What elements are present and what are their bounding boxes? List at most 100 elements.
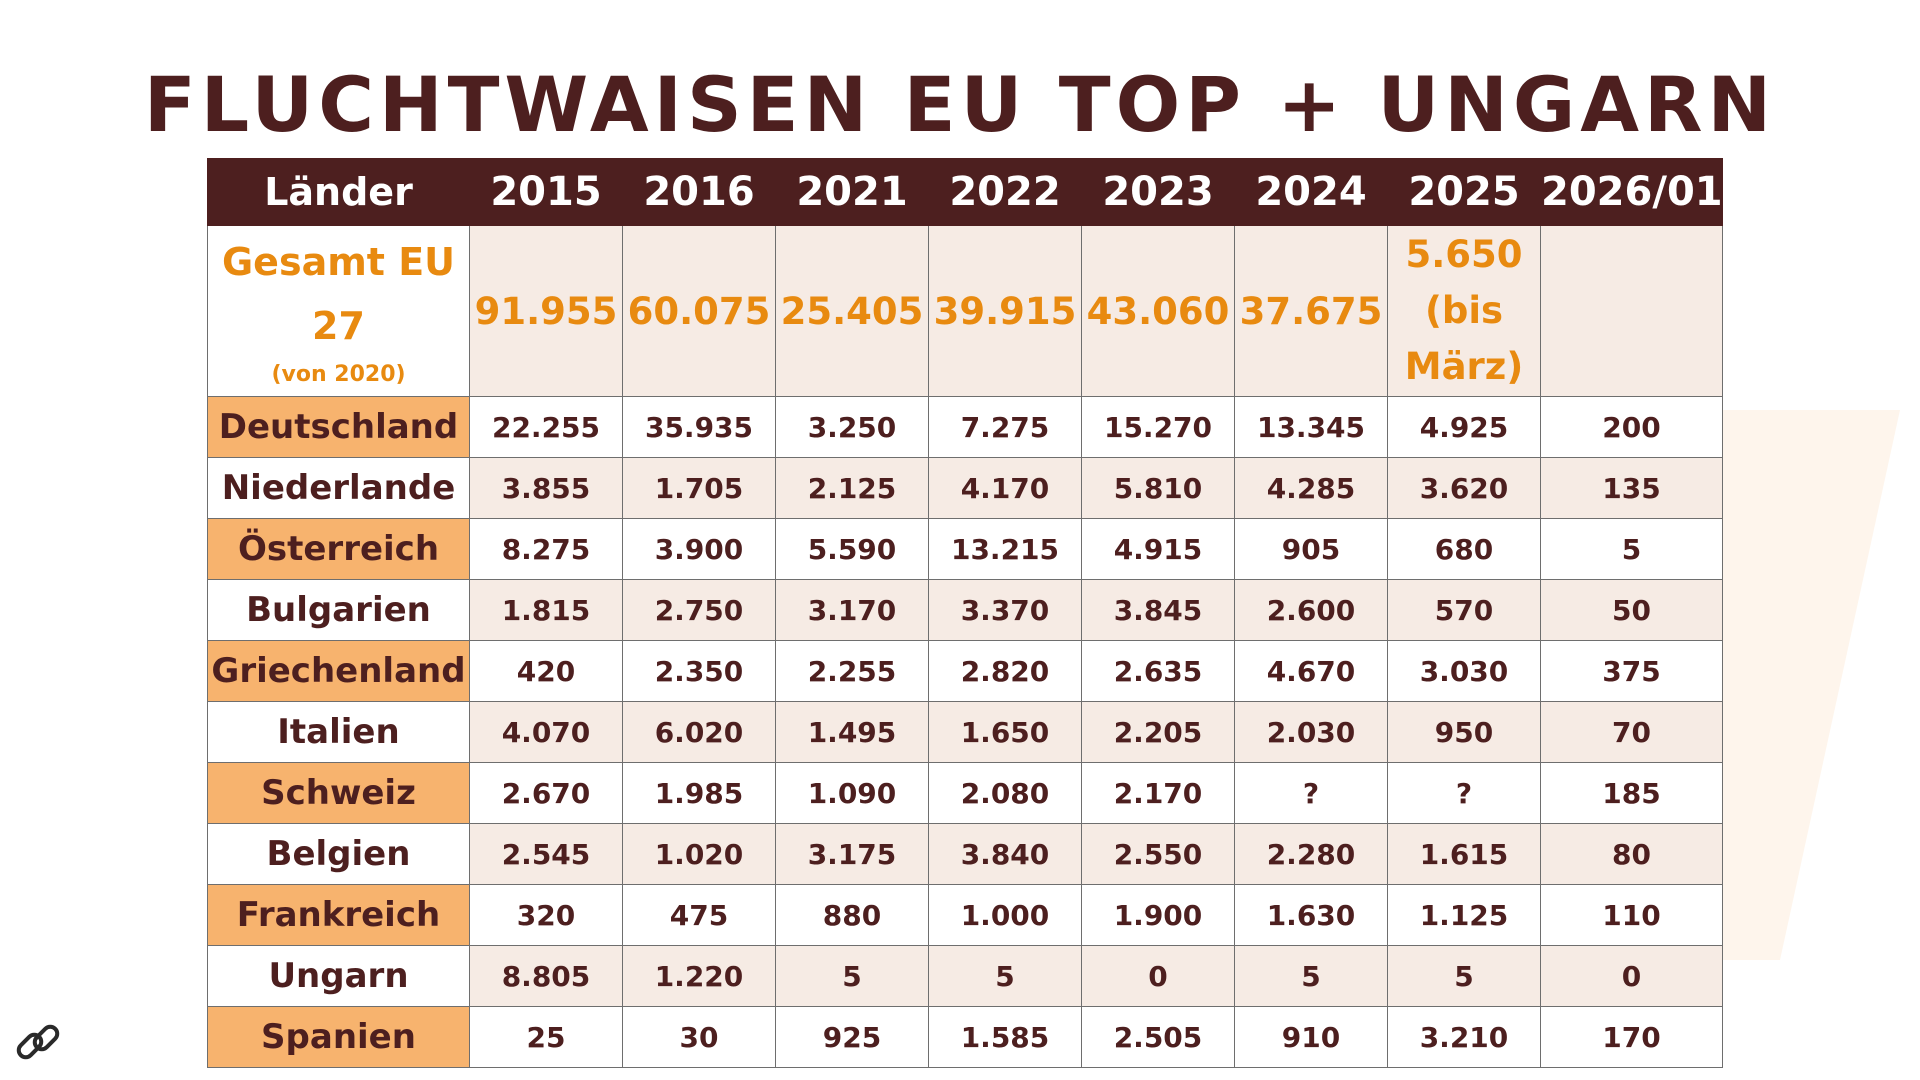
country-label: Schweiz [207,762,470,824]
value-cell: 1.900 [1081,884,1235,946]
value-cell: 1.615 [1387,823,1541,885]
total-value-cell [1540,225,1723,397]
value-cell: 910 [1234,1006,1388,1068]
total-value-cell: 91.955 [469,225,623,397]
value-cell: 4.925 [1387,396,1541,458]
value-cell: 15.270 [1081,396,1235,458]
column-header: 2025 [1387,158,1541,226]
country-label: Österreich [207,518,470,580]
value-cell: 2.505 [1081,1006,1235,1068]
value-cell: 4.170 [928,457,1082,519]
value-cell: 680 [1387,518,1541,580]
country-label: Belgien [207,823,470,885]
value-cell: 4.070 [469,701,623,763]
value-cell: 1.020 [622,823,776,885]
value-cell: 3.170 [775,579,929,641]
value-cell: 2.205 [1081,701,1235,763]
value-cell: 2.600 [1234,579,1388,641]
value-cell: 4.915 [1081,518,1235,580]
value-cell: 3.030 [1387,640,1541,702]
country-label: Griechenland [207,640,470,702]
column-header: 2022 [928,158,1082,226]
value-cell: 1.630 [1234,884,1388,946]
value-cell: 2.545 [469,823,623,885]
column-header: 2015 [469,158,623,226]
value-cell: 420 [469,640,623,702]
value-cell: 5 [928,945,1082,1007]
value-cell: 3.840 [928,823,1082,885]
country-label: Bulgarien [207,579,470,641]
value-cell: 7.275 [928,396,1082,458]
value-cell: 1.705 [622,457,776,519]
value-cell: 3.845 [1081,579,1235,641]
column-header: 2016 [622,158,776,226]
total-row: Gesamt EU 27 (von 2020) 91.955 60.075 25… [207,225,1723,397]
value-cell: 375 [1540,640,1723,702]
value-cell: 3.250 [775,396,929,458]
value-cell: 950 [1387,701,1541,763]
value-cell: 5 [1387,945,1541,1007]
value-cell: 5.810 [1081,457,1235,519]
total-label-cell: Gesamt EU 27 (von 2020) [207,225,470,397]
table-row: Niederlande 3.855 1.705 2.125 4.170 5.810 4.28… [207,457,1723,519]
value-cell: 135 [1540,457,1723,519]
column-header: Länder [207,158,470,226]
column-header: 2026/01 [1540,158,1723,226]
total-value-cell: 39.915 [928,225,1082,397]
country-label: Italien [207,701,470,763]
value-cell: 22.255 [469,396,623,458]
value-cell: 13.345 [1234,396,1388,458]
value-cell: 570 [1387,579,1541,641]
value-cell: 50 [1540,579,1723,641]
value-cell: 4.670 [1234,640,1388,702]
value-cell: 3.855 [469,457,623,519]
value-cell: 170 [1540,1006,1723,1068]
data-table: Länder 2015 2016 2021 2022 2023 2024 202… [207,158,1723,1068]
column-header: 2024 [1234,158,1388,226]
value-cell: 320 [469,884,623,946]
value-cell: 2.080 [928,762,1082,824]
header-row: Länder 2015 2016 2021 2022 2023 2024 202… [207,158,1723,226]
table-row: Bulgarien 1.815 2.750 3.170 3.370 3.845 2.600 5… [207,579,1723,641]
value-cell: 1.000 [928,884,1082,946]
value-cell: 4.285 [1234,457,1388,519]
total-value-cell: 5.650 (bis März) [1387,225,1541,397]
total-value-cell: 25.405 [775,225,929,397]
value-cell: 5 [1540,518,1723,580]
value-cell: 0 [1540,945,1723,1007]
value-cell: 35.935 [622,396,776,458]
value-cell: 905 [1234,518,1388,580]
table-row: Italien 4.070 6.020 1.495 1.650 2.205 2.030 950… [207,701,1723,763]
country-label: Niederlande [207,457,470,519]
value-cell: 0 [1081,945,1235,1007]
total-label-note: (von 2020) [271,362,406,387]
value-cell: 2.550 [1081,823,1235,885]
total-value-cell: 43.060 [1081,225,1235,397]
value-cell: 2.820 [928,640,1082,702]
value-cell: 2.750 [622,579,776,641]
value-cell: 2.030 [1234,701,1388,763]
column-header: 2023 [1081,158,1235,226]
value-cell: 1.090 [775,762,929,824]
table-row: Schweiz 2.670 1.985 1.090 2.080 2.170?? 185 [207,762,1723,824]
value-cell: ? [1234,762,1388,824]
value-cell: 25 [469,1006,623,1068]
value-cell: 5.590 [775,518,929,580]
total-value-cell: 60.075 [622,225,776,397]
table-row: Frankreich 320 475 880 1.000 1.900 1.630 1.125 1… [207,884,1723,946]
country-label: Ungarn [207,945,470,1007]
value-cell: 2.125 [775,457,929,519]
value-cell: 3.175 [775,823,929,885]
value-cell: 30 [622,1006,776,1068]
value-cell: 200 [1540,396,1723,458]
link-icon[interactable] [13,1017,63,1067]
value-cell: 1.495 [775,701,929,763]
table-row: Österreich 8.275 3.900 5.590 13.215 4.915 905 6… [207,518,1723,580]
value-cell: 80 [1540,823,1723,885]
country-label: Frankreich [207,884,470,946]
value-cell: 1.220 [622,945,776,1007]
country-label: Deutschland [207,396,470,458]
value-cell: 110 [1540,884,1723,946]
value-cell: 8.805 [469,945,623,1007]
value-cell: 5 [775,945,929,1007]
